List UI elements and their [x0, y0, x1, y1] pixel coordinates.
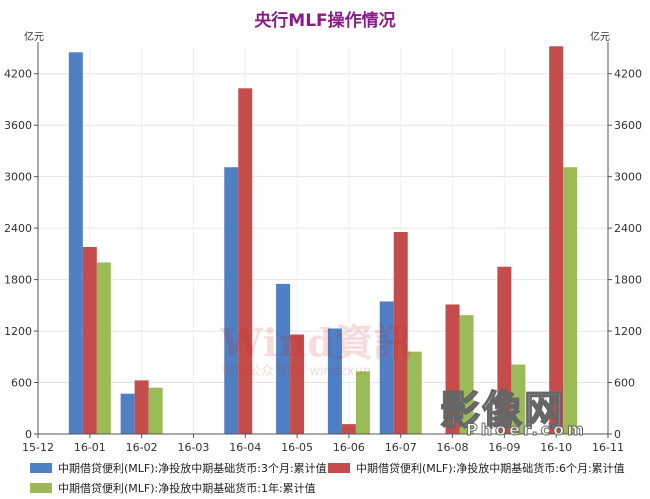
bar-series-1-16-06 — [327, 328, 342, 434]
xtick-label: 16-04 — [229, 441, 261, 454]
ytick-label-left: 4200 — [4, 68, 32, 81]
legend-swatch-series-1 — [30, 463, 52, 473]
legend-label-series-3: 中期借贷便利(MLF):净投放中期基础货币:1年:累计值 — [58, 482, 316, 495]
bar-series-3-16-07 — [407, 351, 422, 434]
ytick-label-right: 2400 — [614, 222, 642, 235]
bar-series-3-16-09 — [511, 364, 526, 434]
y-unit-right: 亿元 — [590, 30, 610, 43]
ytick-label-right: 3000 — [614, 171, 642, 184]
ytick-label-right: 1800 — [614, 274, 642, 287]
legend-item-series-1: 中期借贷便利(MLF):净投放中期基础货币:3个月:累计值 — [30, 460, 327, 476]
ytick-label-right: 3600 — [614, 119, 642, 132]
xtick-label: 15-12 — [22, 441, 54, 454]
bar-series-3-16-08 — [459, 315, 474, 434]
xtick-label: 16-09 — [488, 441, 520, 454]
ytick-label-left: 1200 — [4, 325, 32, 338]
watermark-main: Wind資訊 — [220, 320, 413, 365]
bar-series-1-16-07 — [379, 301, 394, 434]
bar-series-2-16-02 — [134, 380, 149, 434]
legend-swatch-series-2 — [328, 463, 350, 473]
bar-series-2-16-05 — [290, 334, 305, 434]
bar-series-1-16-04 — [224, 167, 239, 434]
xtick-label: 16-05 — [281, 441, 313, 454]
xtick-label: 16-02 — [126, 441, 158, 454]
bar-series-3-16-01 — [96, 262, 111, 434]
bar-series-1-16-02 — [120, 393, 135, 434]
bar-series-2-16-06 — [341, 424, 356, 434]
logo-sub: Phoer.com — [466, 420, 587, 440]
ytick-label-left: 2400 — [4, 222, 32, 235]
xtick-label: 16-08 — [437, 441, 469, 454]
ytick-label-right: 4200 — [614, 68, 642, 81]
legend-item-series-2: 中期借贷便利(MLF):净投放中期基础货币:6个月:累计值 — [328, 460, 625, 476]
ytick-label-right: 1200 — [614, 325, 642, 338]
legend-label-series-2: 中期借贷便利(MLF):净投放中期基础货币:6个月:累计值 — [356, 462, 625, 475]
xtick-label: 16-11 — [592, 441, 624, 454]
xtick-label: 16-01 — [74, 441, 106, 454]
logo-main: 影像网 — [439, 387, 566, 435]
legend-label-series-1: 中期借贷便利(MLF):净投放中期基础货币:3个月:累计值 — [58, 462, 327, 475]
bar-series-3-16-10 — [563, 167, 578, 434]
bar-series-2-16-10 — [549, 46, 564, 434]
bar-series-3-16-02 — [148, 387, 163, 434]
ytick-label-left: 3000 — [4, 171, 32, 184]
ytick-label-left: 1800 — [4, 274, 32, 287]
bar-series-2-16-08 — [445, 304, 460, 434]
bar-series-2-16-01 — [82, 247, 97, 434]
watermark-sub: 微信公众号ID: windzxun — [222, 364, 372, 379]
legend-swatch-series-3 — [30, 483, 52, 493]
xtick-label: 16-06 — [333, 441, 365, 454]
ytick-label-right: 600 — [614, 377, 635, 390]
bar-series-1-16-01 — [68, 52, 83, 435]
bar-series-2-16-04 — [238, 88, 253, 434]
ytick-label-left: 0 — [25, 428, 32, 441]
bar-series-3-16-06 — [355, 371, 370, 434]
y-unit-left: 亿元 — [24, 30, 44, 43]
xtick-label: 16-03 — [177, 441, 209, 454]
ytick-label-right: 0 — [614, 428, 621, 441]
xtick-label: 16-07 — [385, 441, 417, 454]
ytick-label-left: 600 — [11, 377, 32, 390]
legend-item-series-3: 中期借贷便利(MLF):净投放中期基础货币:1年:累计值 — [30, 480, 316, 496]
xtick-label: 16-10 — [540, 441, 572, 454]
chart-title: 央行MLF操作情况 — [254, 11, 396, 31]
ytick-label-left: 3600 — [4, 119, 32, 132]
bar-series-2-16-07 — [393, 231, 408, 434]
bar-series-1-16-05 — [276, 283, 291, 434]
bar-series-2-16-09 — [497, 266, 512, 434]
